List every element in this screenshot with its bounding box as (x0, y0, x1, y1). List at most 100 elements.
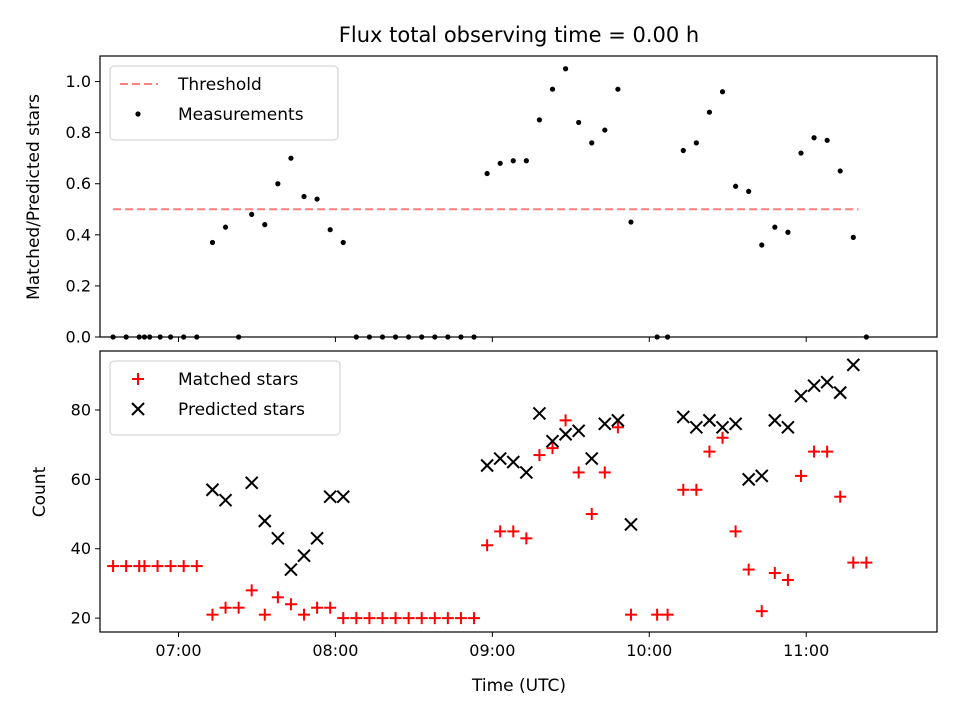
measurement-point (340, 239, 346, 246)
y-tick-label: 1.0 (66, 72, 91, 91)
predicted-star-point (702, 413, 717, 428)
predicted-star-point (244, 476, 259, 490)
measurement-point (249, 211, 255, 217)
matched-star-point (572, 466, 585, 479)
legend (109, 360, 341, 436)
matched-star-point (389, 612, 402, 625)
matched-star-point (337, 612, 350, 625)
predicted-star-point (598, 417, 612, 431)
predicted-star-point (205, 483, 220, 497)
y-tick-label: 20 (71, 609, 91, 628)
matched-star-point (402, 612, 415, 625)
predicted-star-point (585, 451, 599, 466)
matched-star-point (768, 567, 781, 580)
predicted-star-point (728, 417, 743, 431)
matched-star-point (107, 560, 120, 573)
matched-star-point (363, 612, 376, 625)
measurement-point (798, 150, 804, 156)
predicted-star-point (532, 406, 547, 421)
measurement-point (576, 119, 582, 126)
y-tick-label: 0.8 (66, 123, 91, 142)
matched-star-point (428, 612, 441, 625)
predicted-star-point (284, 562, 298, 577)
legend-label: Matched stars (178, 370, 298, 390)
legend-label: Measurements (178, 105, 304, 125)
predicted-star-point (689, 420, 704, 435)
plot-frame (99, 55, 938, 338)
measurement-point (628, 219, 634, 225)
matched-star-point (559, 414, 572, 427)
matched-star-point (742, 563, 755, 576)
matched-star-point (611, 421, 624, 434)
matched-star-point (677, 483, 690, 496)
predicted-star-point (519, 465, 534, 480)
top-panel: 0.0 0.2 0.4 0.6 0.8 1.0 Threshold Measurements (66, 55, 938, 347)
predicted-star-point (768, 413, 782, 428)
matched-star-point (716, 431, 729, 444)
matched-star-point (860, 556, 873, 569)
matched-star-point (271, 591, 284, 604)
matched-star-point (219, 601, 232, 614)
measurement-point (602, 127, 608, 133)
matched-star-point (494, 525, 507, 538)
matched-star-point (794, 469, 807, 482)
plot-frame (99, 350, 938, 633)
predicted-star-point (624, 517, 638, 532)
measurement-point (589, 140, 595, 146)
predicted-star-point (676, 410, 690, 424)
legend-label: Threshold (177, 75, 262, 95)
y-tick-label: 60 (71, 470, 91, 489)
measurement-point (746, 188, 752, 194)
legend (109, 65, 339, 141)
matched-star-point (190, 560, 203, 573)
matched-star-point (177, 560, 190, 573)
matched-star-point (376, 612, 389, 625)
predicted-star-point (558, 427, 573, 441)
predicted-star-point (258, 514, 272, 528)
bottom-ylabel: Count (30, 466, 50, 517)
y-tick-label: 80 (71, 400, 91, 419)
measurement-point (850, 234, 856, 240)
measurement-point (706, 109, 713, 115)
matched-star-point (454, 612, 467, 625)
matched-star-point (138, 560, 151, 573)
measurement-point (759, 242, 765, 248)
matched-star-point (245, 584, 258, 597)
measurement-point (785, 229, 791, 235)
predicted-star-point (846, 358, 861, 372)
predicted-star-point (820, 375, 834, 389)
matched-star-point (520, 532, 533, 545)
y-tick-label: 0.6 (66, 174, 91, 193)
predicted-star-point (297, 548, 311, 563)
matched-star-point (624, 608, 637, 621)
predicted-star-point (493, 451, 507, 466)
measurement-point (693, 140, 699, 146)
predicted-star-point (271, 531, 285, 546)
measurement-point (719, 89, 726, 95)
matched-star-point (151, 560, 164, 573)
y-tick-label: 0.0 (66, 328, 91, 347)
measurement-point (837, 168, 843, 174)
matched-star-point (468, 612, 481, 625)
matched-star-point (507, 525, 520, 538)
measurement-point (732, 183, 739, 189)
matched-star-point (481, 539, 494, 552)
predicted-star-point (794, 389, 808, 403)
measurement-point (510, 158, 516, 164)
matched-star-point (120, 560, 133, 573)
y-tick-label: 0.2 (66, 276, 91, 295)
matched-star-point (598, 466, 611, 479)
matched-star-point (533, 449, 546, 462)
measurement-point (549, 86, 556, 92)
matched-star-point (415, 612, 428, 625)
predicted-star-point (781, 420, 795, 435)
predicted-star-point (611, 413, 625, 428)
matched-star-point (311, 601, 324, 614)
measurement-point (314, 196, 320, 202)
matched-star-point (441, 612, 454, 625)
measurement-point (615, 86, 621, 92)
matched-star-point (232, 601, 245, 614)
x-tick-label: 09:00 (469, 641, 515, 660)
bottom-panel: 20 40 60 80 07:00 08:00 09:00 10:00 11:00 Matched… (71, 350, 938, 660)
legend-measurement-swatch (135, 111, 141, 117)
